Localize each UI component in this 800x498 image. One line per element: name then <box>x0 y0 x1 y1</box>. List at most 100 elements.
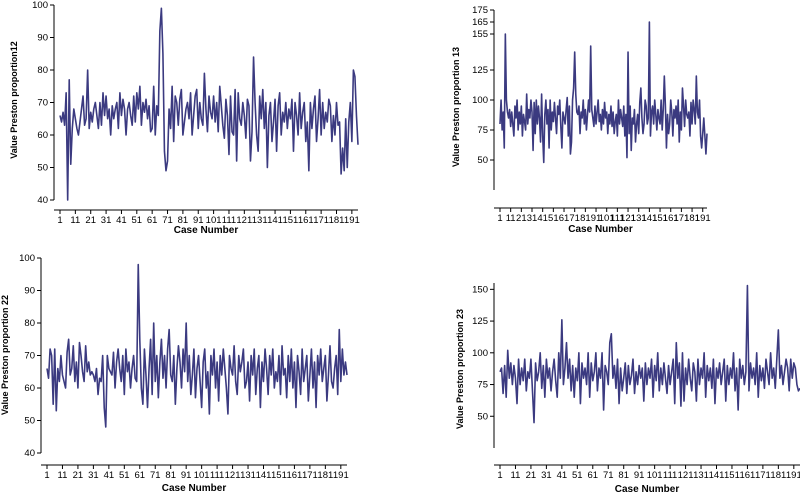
x-tick-label: 111 <box>222 215 236 226</box>
x-tick-label: 71 <box>150 470 161 481</box>
y-tick-label: 100 <box>472 348 488 359</box>
x-tick-label: 61 <box>587 470 598 481</box>
x-tick-label: 21 <box>526 470 537 481</box>
x-tick-label: 11 <box>506 213 516 224</box>
x-tick-label: 131 <box>240 470 256 481</box>
y-tick-label: 80 <box>37 65 48 76</box>
x-tick-label: 31 <box>541 470 552 481</box>
y-tick-label: 40 <box>24 448 35 459</box>
x-tick-label: 161 <box>298 215 314 226</box>
x-tick-label: 171 <box>673 213 689 224</box>
y-tick-label: 150 <box>472 284 488 295</box>
x-tick-label: 141 <box>641 213 657 224</box>
x-tick-label: 31 <box>88 470 99 481</box>
x-tick-label: 81 <box>165 470 176 481</box>
x-tick-label: 81 <box>580 213 591 224</box>
x-tick-label: 81 <box>178 215 189 226</box>
x-tick-label: 121 <box>678 470 694 481</box>
y-tick-label: 100 <box>19 253 35 264</box>
x-tick-label: 131 <box>693 470 709 481</box>
y-tick-label: 40 <box>37 195 48 206</box>
x-tick-label: 121 <box>236 215 252 226</box>
x-tick-label: 101 <box>206 215 222 226</box>
x-axis-label: Case Number <box>174 225 239 236</box>
x-tick-label: 131 <box>631 213 647 224</box>
y-tick-label: 50 <box>24 416 35 427</box>
y-tick-label: 75 <box>477 125 488 136</box>
x-tick-label: 191 <box>695 213 711 224</box>
x-tick-label: 41 <box>104 470 115 481</box>
x-tick-label: 71 <box>162 215 173 226</box>
x-tick-label: 171 <box>755 470 771 481</box>
y-axis-label: Value Preston proportion 23 <box>455 309 465 429</box>
y-tick-label: 50 <box>477 155 488 166</box>
x-tick-label: 161 <box>286 470 302 481</box>
x-tick-label: 111 <box>210 470 224 481</box>
series-line-1 <box>59 7 359 201</box>
y-tick-label: 155 <box>472 29 488 40</box>
x-tick-label: 1 <box>44 470 49 481</box>
y-tick-label: 75 <box>477 380 488 391</box>
x-tick-label: 101 <box>647 470 663 481</box>
y-tick-label: 90 <box>37 33 48 44</box>
x-axis-label: Case Number <box>615 484 680 495</box>
x-tick-label: 181 <box>329 215 345 226</box>
x-tick-label: 71 <box>569 213 580 224</box>
x-tick-label: 121 <box>620 213 636 224</box>
y-tick-label: 175 <box>472 5 488 16</box>
x-tick-label: 181 <box>317 470 333 481</box>
x-tick-label: 51 <box>132 215 143 226</box>
x-tick-label: 181 <box>684 213 700 224</box>
x-tick-label: 191 <box>786 470 800 481</box>
x-tick-label: 161 <box>663 213 679 224</box>
x-tick-label: 191 <box>333 470 349 481</box>
y-tick-label: 50 <box>37 163 48 174</box>
x-tick-label: 121 <box>225 470 241 481</box>
x-tick-label: 91 <box>591 213 602 224</box>
y-tick-label: 125 <box>472 65 488 76</box>
x-tick-label: 131 <box>252 215 268 226</box>
y-tick-label: 60 <box>24 383 35 394</box>
x-tick-label: 51 <box>572 470 583 481</box>
x-tick-label: 151 <box>282 215 298 226</box>
x-tick-label: 41 <box>557 470 568 481</box>
y-axis-label: Value Preston proportion 22 <box>0 295 10 415</box>
y-tick-label: 165 <box>472 17 488 28</box>
y-tick-label: 50 <box>477 411 488 422</box>
series-line-4 <box>499 284 800 424</box>
x-tick-label: 41 <box>116 215 127 226</box>
y-tick-label: 100 <box>32 0 48 11</box>
series-line-3 <box>46 263 348 428</box>
y-tick-label: 100 <box>472 95 488 106</box>
x-tick-label: 141 <box>256 470 272 481</box>
x-tick-label: 91 <box>193 215 204 226</box>
x-tick-label: 141 <box>267 215 283 226</box>
y-axis-label: Value Preston proportion12 <box>9 41 19 159</box>
y-tick-label: 60 <box>37 130 48 141</box>
x-tick-label: 141 <box>709 470 725 481</box>
x-tick-label: 181 <box>770 470 786 481</box>
x-tick-label: 151 <box>724 470 740 481</box>
x-tick-label: 61 <box>559 213 570 224</box>
x-tick-label: 171 <box>302 470 318 481</box>
y-tick-label: 125 <box>472 316 488 327</box>
x-tick-label: 51 <box>119 470 130 481</box>
x-tick-label: 41 <box>537 213 548 224</box>
y-tick-label: 90 <box>24 286 35 297</box>
x-tick-label: 1 <box>57 215 62 226</box>
y-tick-label: 70 <box>24 351 35 362</box>
x-tick-label: 91 <box>634 470 645 481</box>
y-tick-label: 80 <box>24 318 35 329</box>
x-tick-label: 101 <box>194 470 210 481</box>
x-tick-label: 21 <box>85 215 96 226</box>
x-axis-label: Case Number <box>568 224 633 235</box>
x-tick-label: 161 <box>739 470 755 481</box>
x-tick-label: 21 <box>73 470 84 481</box>
x-tick-label: 11 <box>70 215 80 226</box>
x-tick-label: 101 <box>599 213 615 224</box>
